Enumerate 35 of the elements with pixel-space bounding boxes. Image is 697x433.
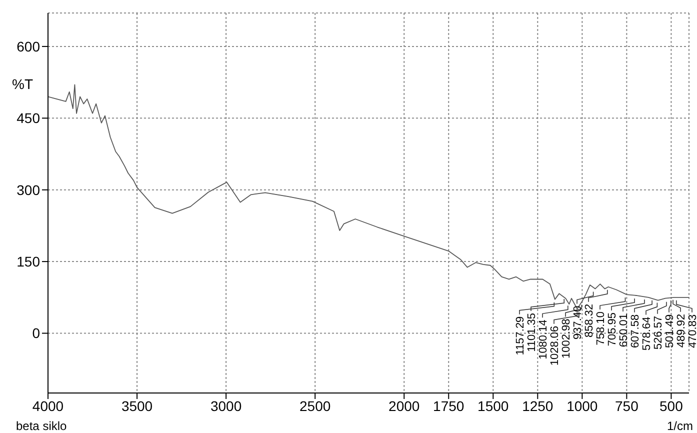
y-tick-label: 0 (32, 325, 40, 342)
y-axis-title: %T (12, 76, 33, 92)
annotation: 1028.06 (549, 326, 561, 366)
annotation: 526.57 (652, 316, 664, 350)
x-axis-title: 1/cm (666, 419, 693, 433)
annotation: 1002.98 (560, 318, 572, 358)
annotation: 470.83 (687, 314, 697, 348)
x-tick-label: 1250 (522, 398, 554, 414)
x-tick-label: 1000 (566, 398, 598, 414)
text: beta siklo (16, 419, 67, 433)
x-tick-label: 1500 (478, 398, 509, 414)
x-tick-label: 2500 (300, 398, 331, 414)
annotation: 578.64 (641, 316, 653, 350)
annotation: 937.40 (572, 306, 584, 340)
annotation: 858.32 (584, 304, 596, 338)
x-tick-label: 4000 (32, 398, 64, 414)
x-tick-label: 3500 (121, 398, 153, 414)
y-tick-label: 600 (16, 38, 40, 54)
annotation: 501.49 (664, 314, 676, 348)
annotation: 1101.35 (526, 312, 538, 352)
y-tick-label: 150 (16, 254, 40, 270)
annotation: 1157.29 (514, 316, 526, 356)
annotation: 650.01 (618, 313, 630, 348)
y-tick-label: 300 (16, 182, 40, 198)
y-tick-label: 450 (16, 110, 40, 126)
x-tick-label: 2000 (388, 398, 420, 414)
annotation: 705.95 (606, 312, 618, 346)
x-tick-label: 750 (615, 398, 639, 414)
annotation: 758.10 (595, 312, 607, 346)
x-tick-label: 500 (660, 398, 684, 414)
annotation: 607.58 (630, 314, 642, 348)
x-tick-label: 3000 (210, 398, 242, 414)
x-tick-label: 1750 (433, 398, 464, 414)
annotation: 489.92 (676, 314, 688, 348)
annotation: 1080.14 (538, 320, 550, 360)
